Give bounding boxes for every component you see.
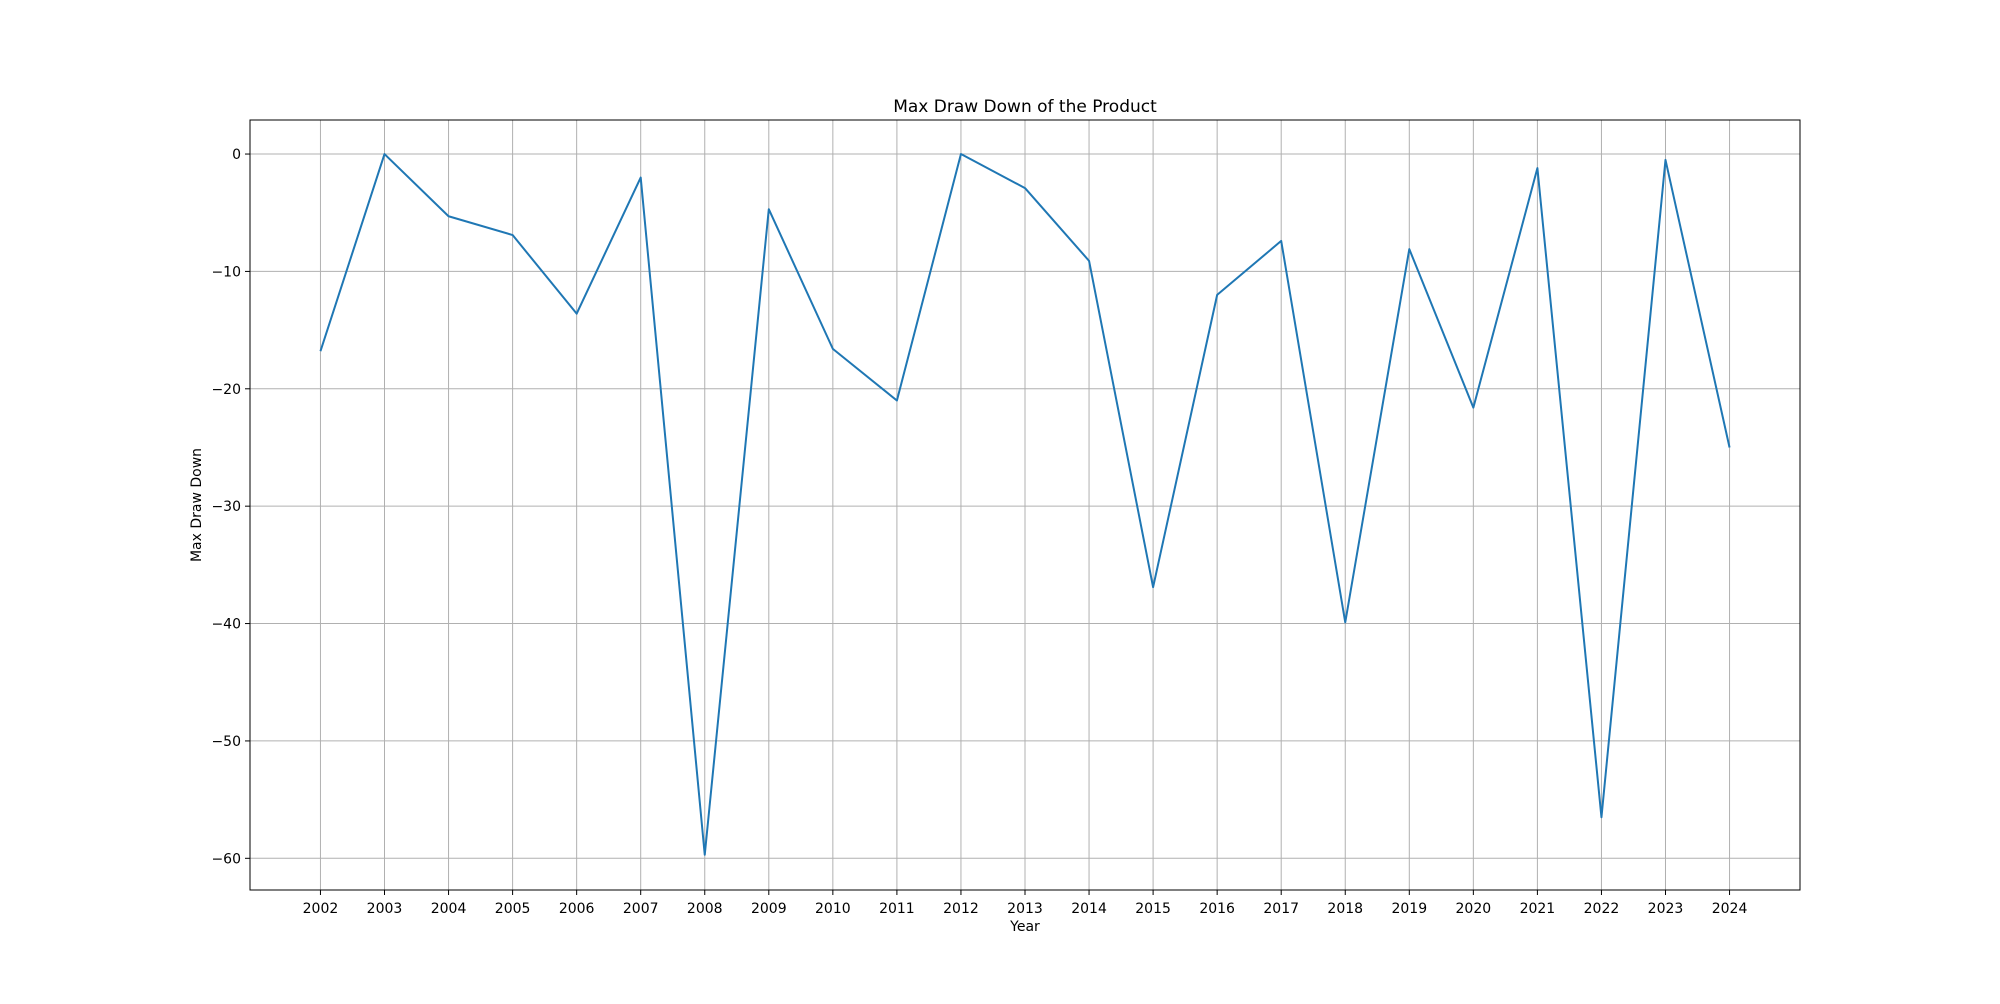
x-tick-label: 2006 — [559, 901, 595, 917]
x-tick-label: 2003 — [367, 901, 403, 917]
y-tick-label: −60 — [211, 851, 241, 867]
x-tick-label: 2002 — [303, 901, 339, 917]
y-tick-label: −20 — [211, 382, 241, 398]
x-tick-label: 2024 — [1712, 901, 1748, 917]
x-tick-label: 2017 — [1263, 901, 1299, 917]
x-tick-label: 2011 — [879, 901, 915, 917]
y-tick-label: −50 — [211, 734, 241, 750]
x-tick-label: 2018 — [1327, 901, 1363, 917]
x-tick-label: 2022 — [1584, 901, 1620, 917]
y-tick-label: 0 — [232, 147, 241, 163]
x-axis-label: Year — [1009, 919, 1040, 935]
x-tick-label: 2009 — [751, 901, 787, 917]
y-axis-label: Max Draw Down — [189, 448, 205, 562]
x-tick-label: 2014 — [1071, 901, 1107, 917]
chart-title: Max Draw Down of the Product — [893, 97, 1157, 117]
y-tick-label: −40 — [211, 617, 241, 633]
x-tick-label: 2013 — [1007, 901, 1043, 917]
x-tick-label: 2004 — [431, 901, 467, 917]
x-tick-label: 2020 — [1456, 901, 1492, 917]
x-tick-label: 2015 — [1135, 901, 1171, 917]
x-tick-label: 2012 — [943, 901, 979, 917]
x-tick-label: 2005 — [495, 901, 531, 917]
x-tick-label: 2016 — [1199, 901, 1235, 917]
x-tick-label: 2010 — [815, 901, 851, 917]
x-tick-label: 2021 — [1520, 901, 1556, 917]
x-tick-label: 2008 — [687, 901, 723, 917]
x-tick-label: 2019 — [1391, 901, 1427, 917]
x-tick-label: 2023 — [1648, 901, 1684, 917]
x-tick-label: 2007 — [623, 901, 659, 917]
y-tick-label: −10 — [211, 264, 241, 280]
y-tick-label: −30 — [211, 499, 241, 515]
